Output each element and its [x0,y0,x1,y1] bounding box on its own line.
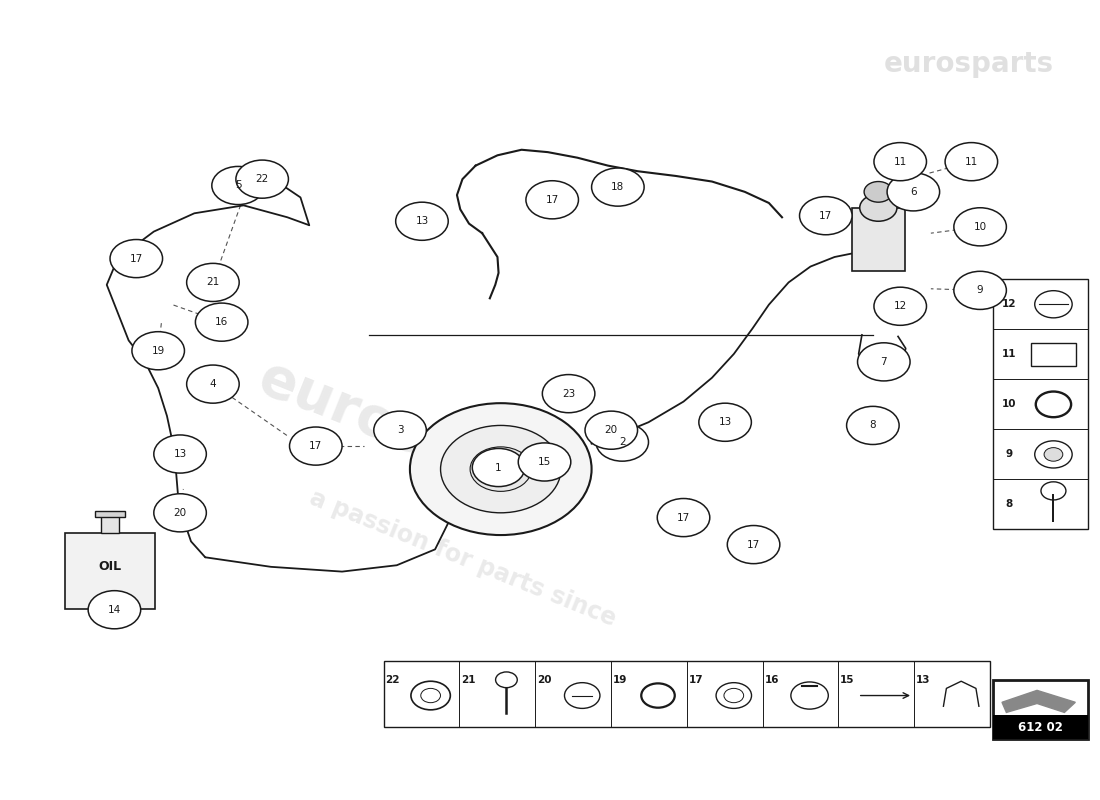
Text: 17: 17 [309,441,322,451]
Circle shape [187,263,239,302]
Circle shape [658,498,710,537]
Text: 17: 17 [546,194,559,205]
Circle shape [865,182,892,202]
Text: 4: 4 [210,379,217,389]
Text: 19: 19 [152,346,165,356]
Circle shape [187,365,239,403]
Circle shape [289,427,342,465]
Circle shape [441,426,561,513]
Text: 20: 20 [605,425,618,435]
Circle shape [727,526,780,564]
Circle shape [954,271,1007,310]
Bar [993,715,1089,739]
Text: 20: 20 [537,674,551,685]
Text: 17: 17 [689,674,703,685]
Text: 13: 13 [718,418,732,427]
Circle shape [585,411,638,450]
Text: 22: 22 [385,674,400,685]
Circle shape [887,173,939,211]
Circle shape [470,447,531,491]
Text: eurosparts: eurosparts [883,50,1054,78]
Text: 17: 17 [676,513,690,522]
Text: 19: 19 [613,674,627,685]
Circle shape [542,374,595,413]
Circle shape [592,168,645,206]
Text: 22: 22 [255,174,268,184]
Text: 13: 13 [174,449,187,459]
Circle shape [196,303,248,342]
Circle shape [154,435,207,473]
Circle shape [154,494,207,532]
Circle shape [472,449,525,486]
Text: 612 02: 612 02 [1019,721,1064,734]
Circle shape [596,423,649,461]
Text: 7: 7 [880,357,887,367]
Text: 12: 12 [1001,299,1015,310]
Circle shape [132,332,185,370]
Circle shape [410,403,592,535]
Text: 21: 21 [461,674,476,685]
Bar [384,662,990,726]
Text: 13: 13 [416,216,429,226]
Bar [993,680,1089,739]
Text: 21: 21 [207,278,220,287]
Circle shape [547,383,586,412]
Text: 2: 2 [619,437,626,447]
Text: 23: 23 [562,389,575,398]
Bar [1031,343,1076,366]
Bar [852,208,904,271]
Circle shape [396,202,448,240]
Circle shape [526,181,579,219]
Text: 17: 17 [747,539,760,550]
Text: 5: 5 [234,181,241,190]
Circle shape [88,590,141,629]
Text: 11: 11 [965,157,978,166]
Text: 6: 6 [910,187,916,197]
Text: 20: 20 [174,508,187,518]
Circle shape [110,239,163,278]
Text: a passion for parts since: a passion for parts since [306,486,619,631]
Text: 13: 13 [916,674,931,685]
Circle shape [874,142,926,181]
Circle shape [800,197,852,234]
Bar [95,511,125,517]
Circle shape [518,443,571,481]
Text: 11: 11 [893,157,906,166]
Text: 9: 9 [1005,450,1012,459]
Text: eurosparts: eurosparts [251,351,586,528]
Bar [101,515,119,533]
Text: 10: 10 [974,222,987,232]
Text: 14: 14 [108,605,121,614]
Text: 9: 9 [977,286,983,295]
Circle shape [374,411,427,450]
Text: 15: 15 [840,674,855,685]
Circle shape [698,403,751,442]
Circle shape [874,287,926,326]
Text: 16: 16 [764,674,779,685]
Text: 18: 18 [612,182,625,192]
Circle shape [847,406,899,445]
Bar [65,533,155,609]
Bar [993,279,1089,530]
Circle shape [235,160,288,198]
Text: 8: 8 [1005,499,1012,510]
Text: 8: 8 [869,421,877,430]
Text: 11: 11 [1001,350,1015,359]
Circle shape [858,342,910,381]
Text: 12: 12 [893,302,906,311]
Text: 16: 16 [214,317,229,327]
Circle shape [1044,448,1063,462]
Text: OIL: OIL [99,560,122,574]
Text: 10: 10 [1001,399,1015,410]
Text: 1: 1 [495,462,502,473]
Text: 17: 17 [130,254,143,263]
Circle shape [945,142,998,181]
Circle shape [860,194,896,222]
Circle shape [954,208,1007,246]
Circle shape [212,166,264,205]
Polygon shape [1002,690,1076,713]
Text: 3: 3 [397,425,404,435]
Text: 17: 17 [820,210,833,221]
Text: 15: 15 [538,457,551,467]
